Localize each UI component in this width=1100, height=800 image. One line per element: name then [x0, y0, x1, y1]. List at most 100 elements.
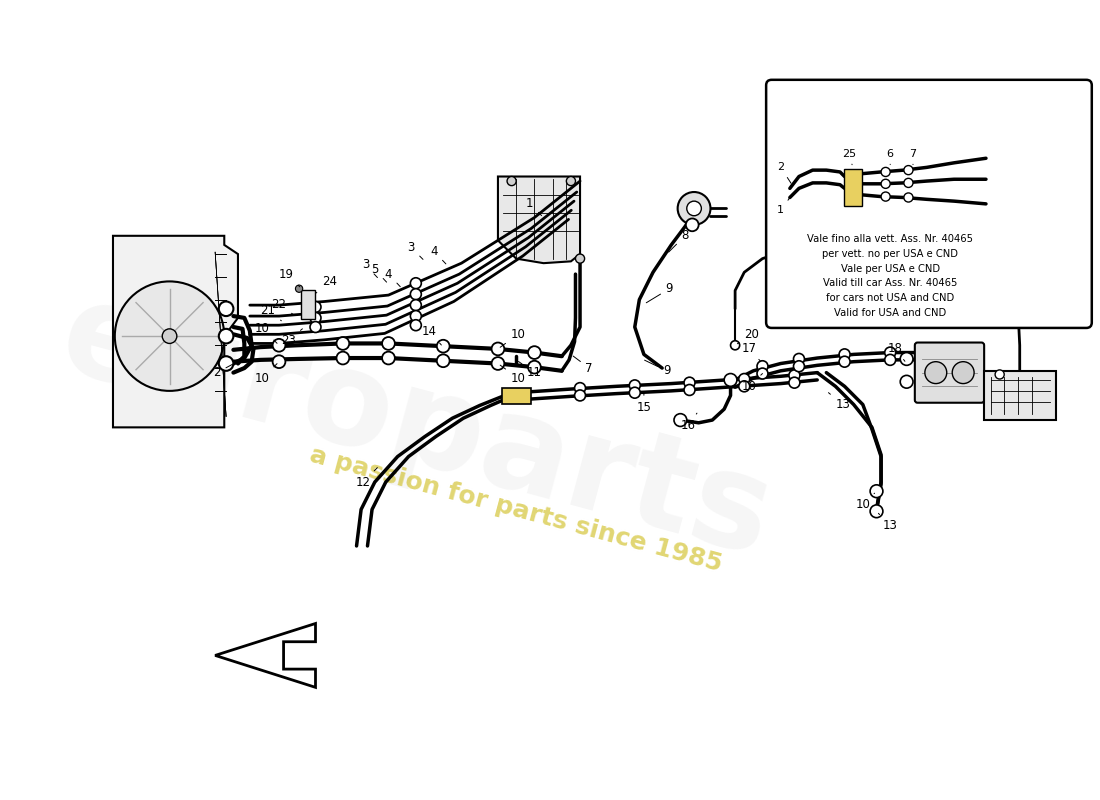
Circle shape — [507, 177, 516, 186]
Circle shape — [566, 177, 575, 186]
Text: 19: 19 — [278, 268, 300, 287]
Circle shape — [528, 361, 541, 374]
Text: 8: 8 — [669, 230, 689, 252]
Circle shape — [219, 356, 233, 371]
Text: 17: 17 — [741, 342, 760, 362]
Circle shape — [757, 361, 768, 372]
Circle shape — [437, 354, 450, 367]
Circle shape — [925, 362, 947, 383]
Text: 24: 24 — [316, 275, 337, 294]
Circle shape — [686, 218, 698, 231]
Text: 21: 21 — [261, 304, 282, 321]
Text: 9: 9 — [647, 282, 673, 302]
Circle shape — [900, 375, 913, 388]
Circle shape — [219, 329, 233, 343]
Text: 1: 1 — [526, 198, 541, 215]
Circle shape — [410, 310, 421, 322]
Polygon shape — [216, 623, 316, 687]
Text: Vale fino alla vett. Ass. Nr. 40465
per vett. no per USA e CND
Vale per USA e CN: Vale fino alla vett. Ass. Nr. 40465 per … — [807, 234, 974, 318]
Text: 13: 13 — [879, 514, 898, 532]
Text: 10: 10 — [255, 322, 277, 343]
Circle shape — [296, 285, 303, 292]
Circle shape — [881, 167, 890, 177]
Text: 16: 16 — [680, 413, 697, 432]
Text: 3: 3 — [362, 258, 377, 278]
FancyBboxPatch shape — [984, 371, 1056, 420]
Circle shape — [904, 193, 913, 202]
Circle shape — [114, 282, 224, 391]
Circle shape — [904, 166, 913, 174]
Circle shape — [273, 339, 285, 352]
Text: 12: 12 — [355, 468, 377, 489]
Text: 25: 25 — [843, 149, 856, 165]
Circle shape — [739, 374, 750, 385]
Text: 13: 13 — [828, 393, 850, 411]
Circle shape — [382, 352, 395, 365]
Circle shape — [410, 320, 421, 330]
Text: 9: 9 — [645, 360, 670, 378]
Circle shape — [629, 380, 640, 391]
Circle shape — [953, 362, 975, 383]
Circle shape — [884, 354, 895, 366]
Polygon shape — [113, 236, 238, 427]
Text: 14: 14 — [422, 325, 441, 345]
FancyBboxPatch shape — [915, 342, 984, 402]
Circle shape — [881, 179, 890, 188]
Text: 4: 4 — [430, 245, 446, 264]
Circle shape — [273, 355, 285, 368]
Circle shape — [575, 254, 584, 263]
Circle shape — [900, 353, 913, 366]
Text: 22: 22 — [272, 298, 294, 314]
Text: 23: 23 — [280, 329, 302, 347]
Text: 6: 6 — [887, 149, 893, 165]
Circle shape — [337, 337, 349, 350]
Circle shape — [492, 357, 504, 370]
Text: 7: 7 — [573, 356, 593, 374]
Circle shape — [684, 385, 695, 395]
Circle shape — [382, 337, 395, 350]
Circle shape — [310, 302, 321, 313]
FancyBboxPatch shape — [301, 290, 316, 319]
Circle shape — [410, 300, 421, 310]
Circle shape — [310, 322, 321, 333]
Circle shape — [904, 178, 913, 187]
Text: 1: 1 — [778, 196, 791, 215]
Circle shape — [789, 370, 800, 381]
Polygon shape — [498, 177, 580, 263]
Circle shape — [870, 485, 883, 498]
Text: 10: 10 — [741, 374, 762, 393]
Circle shape — [629, 387, 640, 398]
Text: 2: 2 — [778, 162, 791, 183]
Text: 4: 4 — [385, 268, 400, 286]
Circle shape — [724, 374, 737, 386]
Circle shape — [574, 390, 585, 401]
FancyBboxPatch shape — [502, 388, 531, 404]
Text: 10: 10 — [255, 364, 277, 385]
Text: 18: 18 — [888, 342, 905, 362]
Circle shape — [839, 349, 850, 360]
Circle shape — [528, 346, 541, 359]
Circle shape — [793, 361, 804, 372]
Circle shape — [684, 377, 695, 388]
Circle shape — [410, 289, 421, 300]
Text: 10: 10 — [500, 365, 526, 385]
Text: 10: 10 — [856, 493, 875, 511]
Circle shape — [162, 329, 177, 343]
Text: 5: 5 — [371, 263, 386, 282]
Circle shape — [884, 347, 895, 358]
Circle shape — [870, 505, 883, 518]
Circle shape — [793, 354, 804, 365]
Circle shape — [674, 414, 686, 426]
Text: 20: 20 — [737, 328, 759, 344]
Circle shape — [839, 356, 850, 367]
Circle shape — [757, 368, 768, 379]
Circle shape — [219, 302, 233, 316]
Circle shape — [492, 342, 504, 355]
Circle shape — [410, 278, 421, 289]
Text: a passion for parts since 1985: a passion for parts since 1985 — [307, 442, 725, 576]
Circle shape — [437, 340, 450, 353]
Text: 11: 11 — [518, 362, 542, 379]
Circle shape — [574, 382, 585, 394]
Text: 10: 10 — [500, 328, 526, 347]
Circle shape — [730, 341, 739, 350]
